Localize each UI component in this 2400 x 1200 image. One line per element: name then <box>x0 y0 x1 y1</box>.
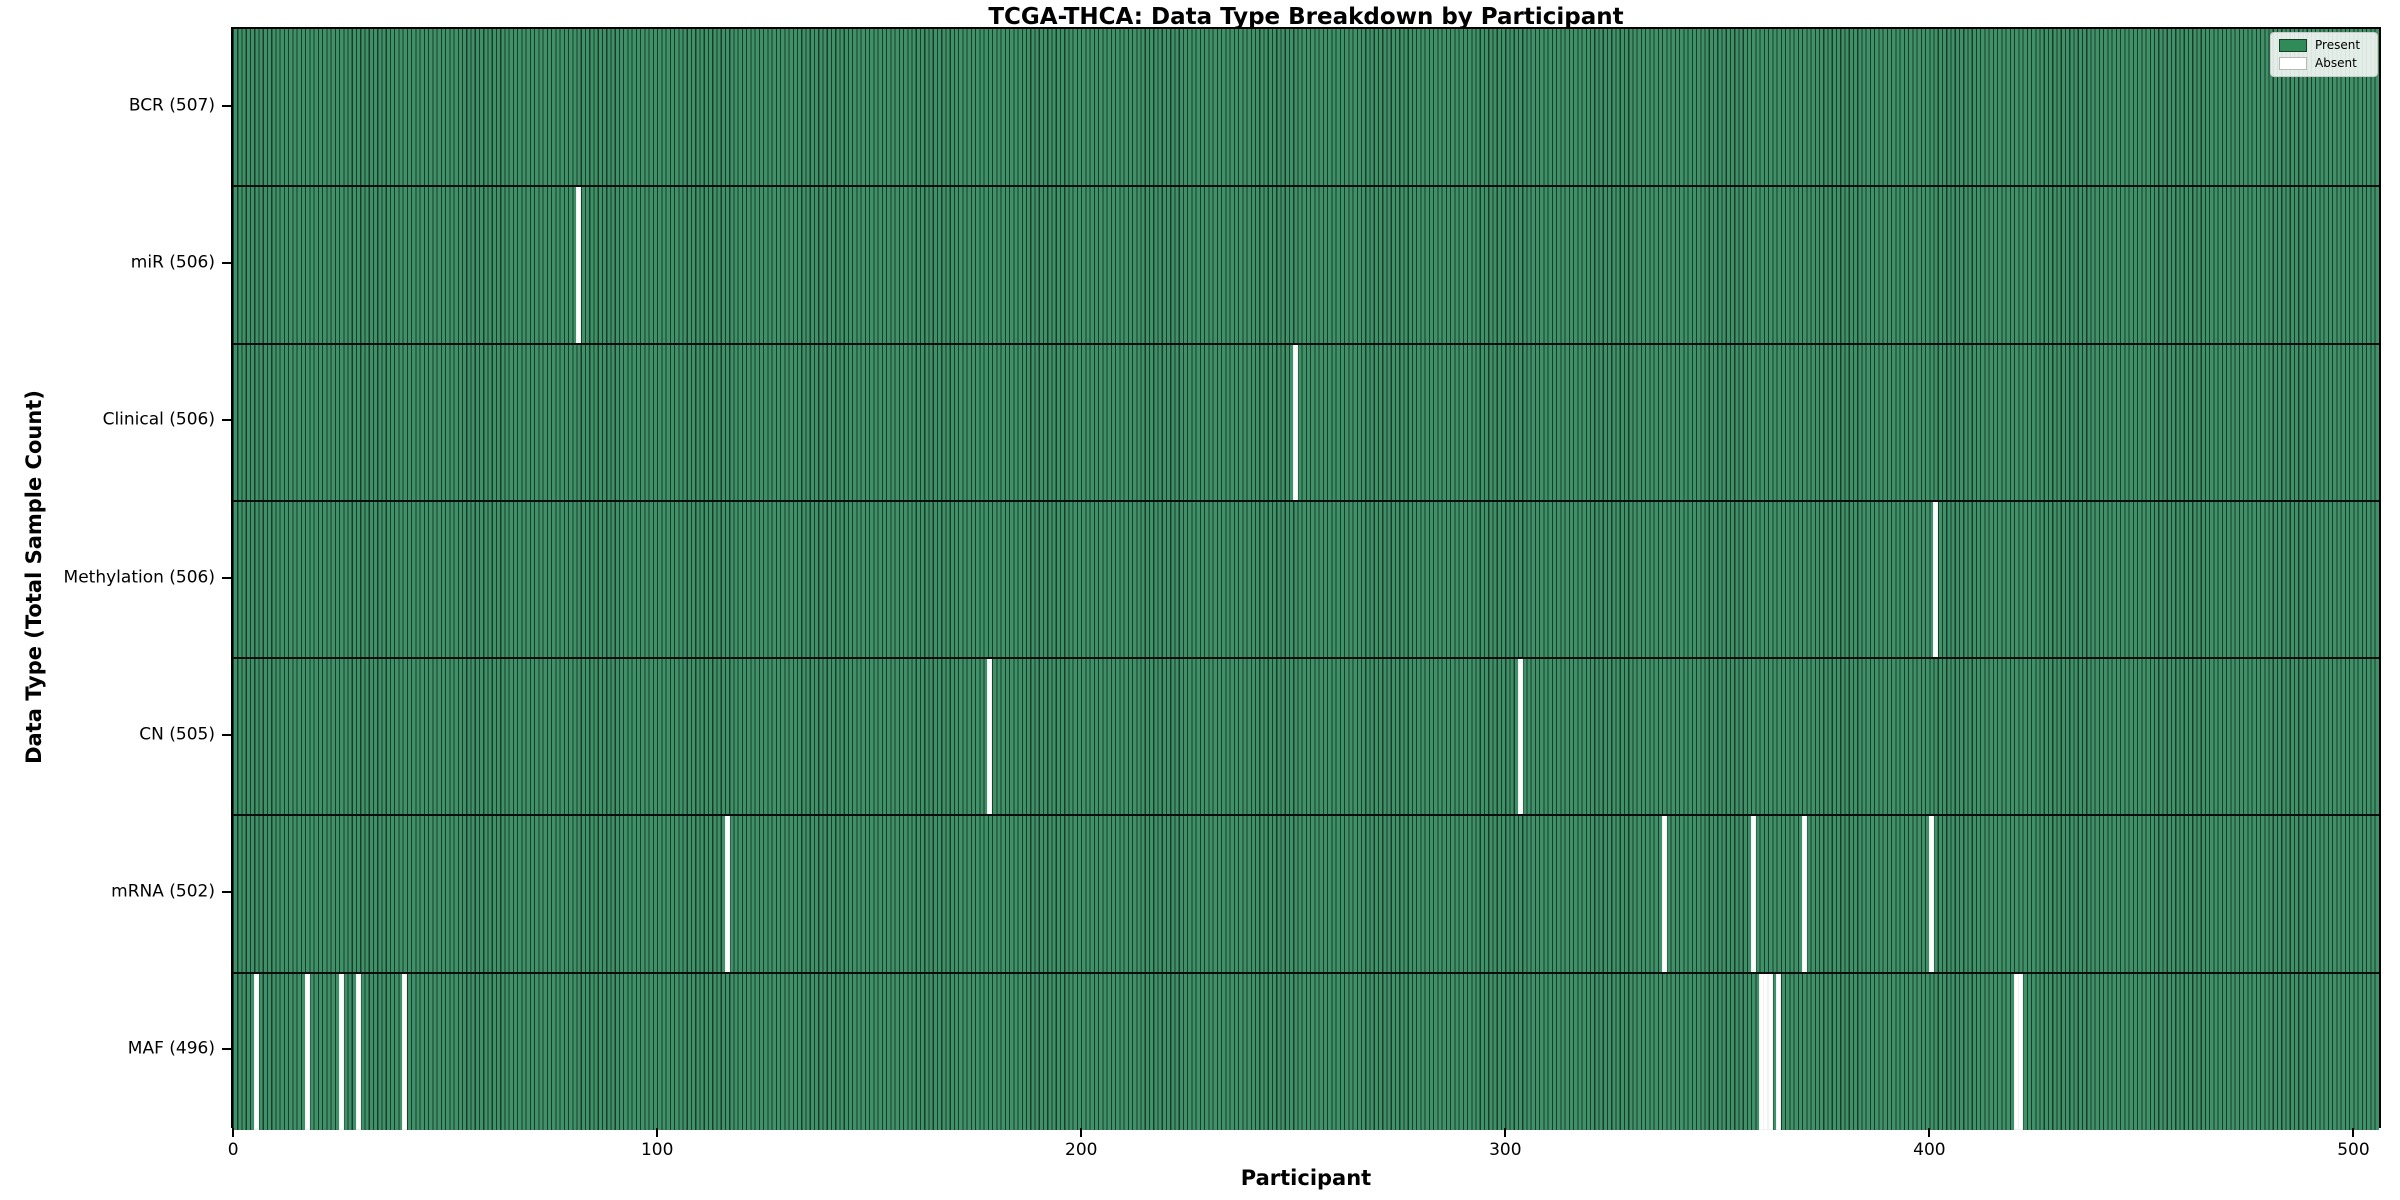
legend-label: Absent <box>2315 56 2357 70</box>
x-tick-label: 100 <box>640 1140 674 1160</box>
absent-gap <box>2013 972 2019 1130</box>
absent-gap <box>1759 972 1765 1130</box>
absent-gap <box>576 186 582 344</box>
absent-swatch-icon <box>2279 57 2307 70</box>
legend-label: Present <box>2315 38 2361 52</box>
absent-gap <box>1292 343 1298 501</box>
x-tick <box>1928 1128 1931 1137</box>
chart-title: TCGA-THCA: Data Type Breakdown by Partic… <box>988 4 1624 30</box>
plot-area <box>231 27 2381 1130</box>
present-swatch-icon <box>2279 39 2307 52</box>
data-row-methylation <box>233 500 2379 659</box>
absent-gap <box>1767 972 1773 1130</box>
y-tick-label: miR (506) <box>130 252 215 273</box>
absent-gap <box>304 972 310 1130</box>
absent-gap <box>987 658 993 816</box>
data-row-cn <box>233 658 2379 816</box>
absent-gap <box>402 972 408 1130</box>
y-tick-label: CN (505) <box>139 724 215 745</box>
absent-gap <box>338 972 344 1130</box>
y-tick-label: MAF (496) <box>127 1038 215 1059</box>
y-tick <box>222 261 231 264</box>
data-row-mir <box>233 186 2379 344</box>
absent-gap <box>2017 972 2023 1130</box>
absent-gap <box>355 972 361 1130</box>
legend: Present Absent <box>2270 32 2378 77</box>
x-tick-label: 200 <box>1065 1140 1098 1160</box>
x-tick <box>232 1128 235 1137</box>
data-row-bcr <box>233 29 2379 187</box>
absent-gap <box>1750 815 1756 973</box>
x-tick-label: 0 <box>227 1140 239 1160</box>
row-divider <box>233 657 2379 660</box>
absent-gap <box>1517 658 1523 816</box>
row-divider <box>233 499 2379 502</box>
x-tick <box>656 1128 659 1137</box>
absent-gap <box>1801 815 1807 973</box>
y-tick-label: Clinical (506) <box>102 409 215 430</box>
absent-gap <box>1776 972 1782 1130</box>
x-tick <box>1504 1128 1507 1137</box>
x-tick-label: 400 <box>1913 1140 1946 1160</box>
x-tick <box>1080 1128 1083 1137</box>
y-tick <box>222 891 231 894</box>
absent-gap <box>1933 500 1939 659</box>
x-tick-label: 500 <box>2337 1140 2370 1160</box>
row-divider <box>233 342 2379 345</box>
row-divider <box>233 185 2379 188</box>
absent-gap <box>1661 815 1667 973</box>
x-tick <box>2352 1128 2355 1137</box>
y-tick-label: mRNA (502) <box>111 881 215 902</box>
absent-gap <box>1763 972 1769 1130</box>
absent-gap <box>724 815 730 973</box>
x-axis-label: Participant <box>1240 1166 1372 1190</box>
y-tick <box>222 733 231 736</box>
y-tick <box>222 576 231 579</box>
row-divider <box>233 814 2379 817</box>
x-tick-label: 300 <box>1489 1140 1522 1160</box>
legend-entry-absent: Absent <box>2279 57 2369 70</box>
y-tick <box>222 419 231 422</box>
data-row-clinical <box>233 343 2379 501</box>
data-row-maf <box>233 972 2379 1130</box>
legend-entry-present: Present <box>2279 39 2369 52</box>
y-tick <box>222 104 231 107</box>
absent-gap <box>1928 815 1934 973</box>
data-row-mrna <box>233 815 2379 973</box>
y-tick <box>222 1048 231 1051</box>
absent-gap <box>253 972 259 1130</box>
y-tick-label: BCR (507) <box>128 95 215 116</box>
row-divider <box>233 971 2379 974</box>
y-tick-label: Methylation (506) <box>63 567 215 587</box>
